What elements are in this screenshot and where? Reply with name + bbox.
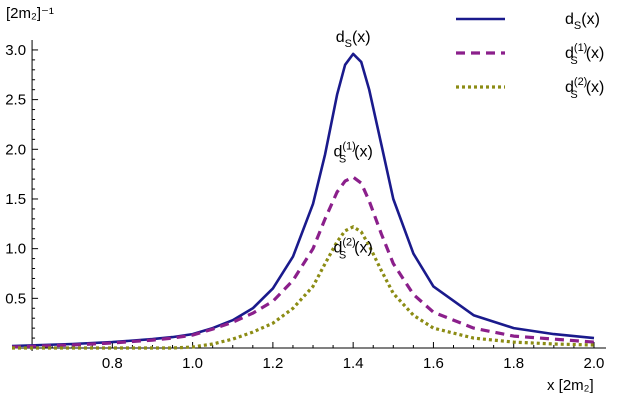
x-tick-label: 1.2 — [262, 355, 283, 372]
y-tick-label: 2.5 — [5, 92, 26, 109]
annotation-layer: dS(x) d(1) S (x) d(2) S (x) — [333, 29, 372, 262]
y-tick-label: 2.0 — [5, 141, 26, 158]
y-tick-label: 1.5 — [5, 191, 26, 208]
series-annotation-1: d(1) S (x) — [333, 140, 372, 165]
x-axis-title: x [2m₂] — [547, 377, 594, 394]
axes: 0.8 1.0 1.2 1.4 1.6 1.8 2.0 0.5 1.0 1.5 2.0 2.5 3.0 [… — [5, 5, 606, 394]
y-tick-label: 0.5 — [5, 290, 26, 307]
legend-label-2: d(2) S (x) — [565, 76, 604, 101]
y-tick-label: 1.0 — [5, 241, 26, 258]
x-tick-label: 1.4 — [343, 355, 364, 372]
y-axis-title: [2m₂]⁻¹ — [6, 5, 54, 22]
legend-label-0: dS(x) — [565, 11, 600, 32]
y-tick-label: 3.0 — [5, 42, 26, 59]
series-line-0 — [11, 52, 595, 348]
series-annotation-0: dS(x) — [336, 29, 371, 50]
series-annotation-2: d(2) S (x) — [333, 237, 372, 262]
series-line-2 — [12, 225, 595, 350]
x-tick-label: 1.6 — [423, 355, 444, 372]
x-tick-label: 1.8 — [503, 355, 524, 372]
series-line-1 — [11, 175, 595, 349]
x-tick-label: 2.0 — [584, 355, 605, 372]
series-layer — [11, 52, 595, 350]
legend: dS(x) d(1) S (x) d(2) S (x) — [456, 11, 604, 101]
x-tick-label: 0.8 — [102, 355, 123, 372]
legend-label-1: d(1) S (x) — [565, 42, 604, 67]
x-tick-label: 1.0 — [182, 355, 203, 372]
